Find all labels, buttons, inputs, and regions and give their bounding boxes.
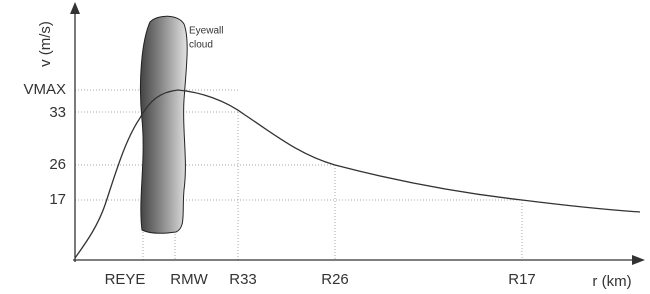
- x-level-label: RMW: [170, 271, 208, 288]
- x-level-label: REYE: [105, 271, 146, 288]
- eyewall-cloud: [140, 16, 187, 233]
- x-axis-label: r (km): [592, 273, 631, 290]
- y-level-label: VMAX: [23, 81, 66, 98]
- y-level-label: 33: [49, 104, 66, 121]
- y-level-label: 26: [49, 156, 66, 173]
- diagram: v (m/s) r (km) VMAX 33 26 17 REYE RMW R3…: [0, 0, 650, 294]
- x-level-label: R26: [321, 271, 349, 288]
- x-level-label: R17: [508, 271, 536, 288]
- annotation: Eyewall: [189, 26, 223, 37]
- x-level-label: R33: [229, 271, 257, 288]
- y-level-label: 17: [49, 191, 66, 208]
- x-axis-arrow: [632, 255, 645, 265]
- y-axis-arrow: [70, 2, 80, 14]
- y-axis-label: v (m/s): [37, 21, 54, 67]
- annotation: cloud: [189, 40, 213, 51]
